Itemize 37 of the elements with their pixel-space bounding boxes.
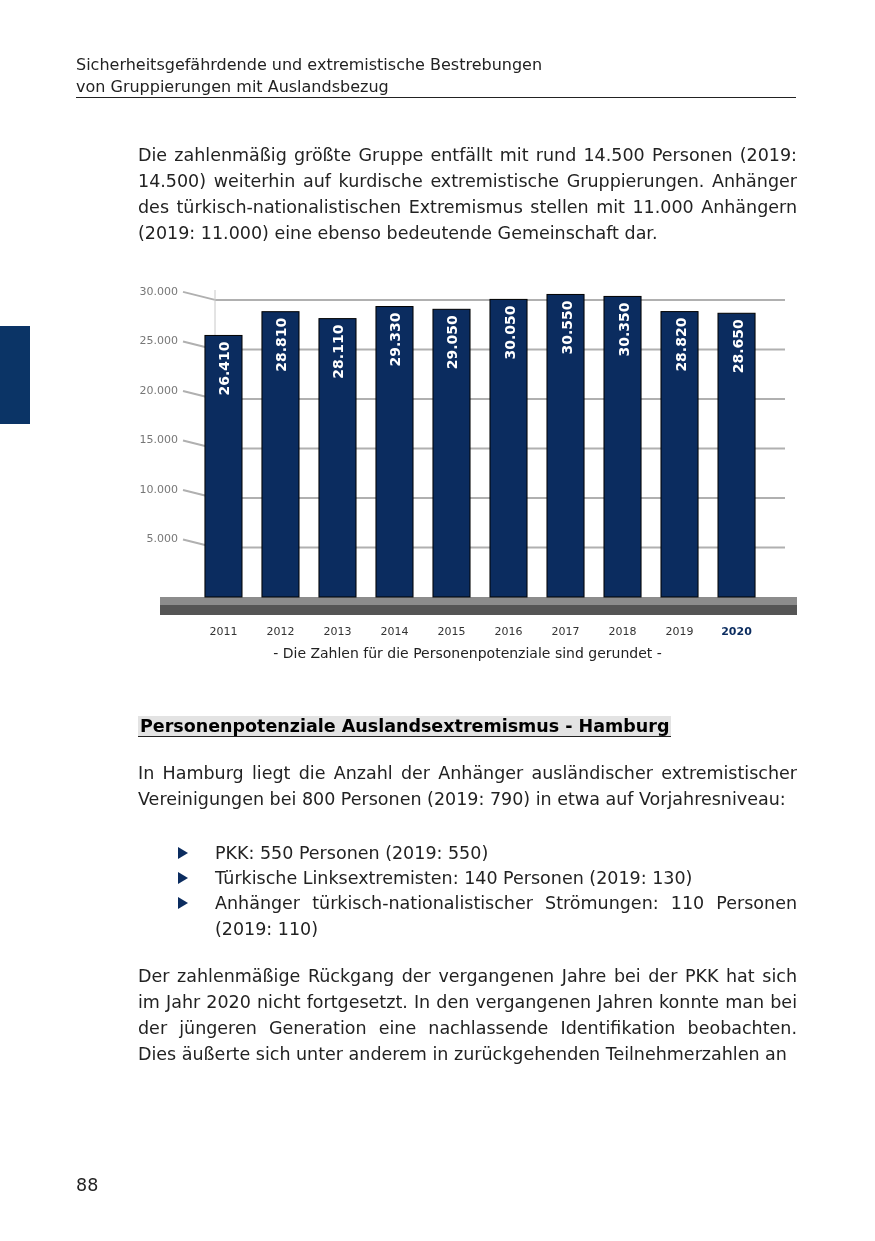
- text: von Gruppierungen mit Auslandsbezug: [76, 77, 389, 96]
- text: 88: [76, 1175, 99, 1195]
- data-label: 28.650: [729, 319, 746, 374]
- text: - Die Zahlen für die Personenpotenziale sind gerundet -: [272, 645, 663, 661]
- x-tick-label: 2018: [608, 625, 637, 638]
- data-label: 29.330: [387, 312, 404, 367]
- data-label: 28.110: [330, 324, 347, 379]
- y-tick-label: 15.000: [139, 433, 178, 447]
- x-tick-label: 2012: [266, 625, 295, 638]
- data-label: 28.820: [672, 317, 689, 372]
- x-tick-label: 2019: [665, 625, 694, 638]
- y-tick-label: 20.000: [139, 383, 178, 397]
- text: Die zahlenmäßig größte Gruppe entfällt mit rund 14.500 Personen (2019: 14.500) weiterhin auf kurdische extremistische Gruppierungen. Anhänger des türkisch-nationalistischen Extremismus stellen mit 11.000 Anhängern (2019: 11.000) eine ebenso bedeutende Gemeinschaft dar.: [138, 144, 797, 245]
- x-tick-label: 2013: [323, 625, 352, 638]
- y-tick-label: 30.000: [139, 284, 178, 298]
- y-tick-label: 25.000: [139, 334, 178, 348]
- text: Türkische Linksextremisten: 140 Personen (2019: 130): [215, 867, 694, 890]
- data-label: 30.050: [501, 305, 518, 360]
- x-tick-label: 2015: [437, 625, 466, 638]
- data-label: 30.350: [615, 302, 632, 357]
- y-tick-label: 5.000: [146, 532, 178, 546]
- data-label: 30.550: [558, 300, 575, 355]
- text: PKK: 550 Personen (2019: 550): [215, 842, 490, 865]
- text: Anhänger türkisch-nationalistischer Strömungen: 110 Personen (2019: 110): [215, 892, 797, 941]
- data-label: 29.050: [444, 315, 461, 370]
- x-tick-label: 2020: [721, 625, 753, 638]
- x-tick-label: 2017: [551, 625, 580, 638]
- text: Sicherheitsgefährdende und extremistische Bestrebungen: [76, 55, 543, 74]
- data-label: 28.810: [273, 317, 290, 372]
- x-tick-label: 2014: [380, 625, 409, 638]
- data-label: 26.410: [216, 341, 233, 396]
- y-tick-label: 10.000: [139, 482, 178, 496]
- text: Personenpotenziale Auslandsextremismus - Hamburg: [138, 716, 672, 737]
- text: In Hamburg liegt die Anzahl der Anhänger ausländischer extremistischer Vereinigungen bei 800 Personen (2019: 790) in etwa auf Vorjahresniveau:: [138, 762, 797, 811]
- text: Der zahlenmäßige Rückgang der vergangenen Jahre bei der PKK hat sich im Jahr 2020 nicht fortgesetzt. In den vergangenen Jahren konnte man bei der jüngeren Generation eine nachlassende Identifikation beobachten. Dies äußerte sich unter anderem in zurückgehenden Teilnehmerzahlen an: [138, 965, 797, 1066]
- x-tick-label: 2011: [209, 625, 238, 638]
- x-tick-label: 2016: [494, 625, 523, 638]
